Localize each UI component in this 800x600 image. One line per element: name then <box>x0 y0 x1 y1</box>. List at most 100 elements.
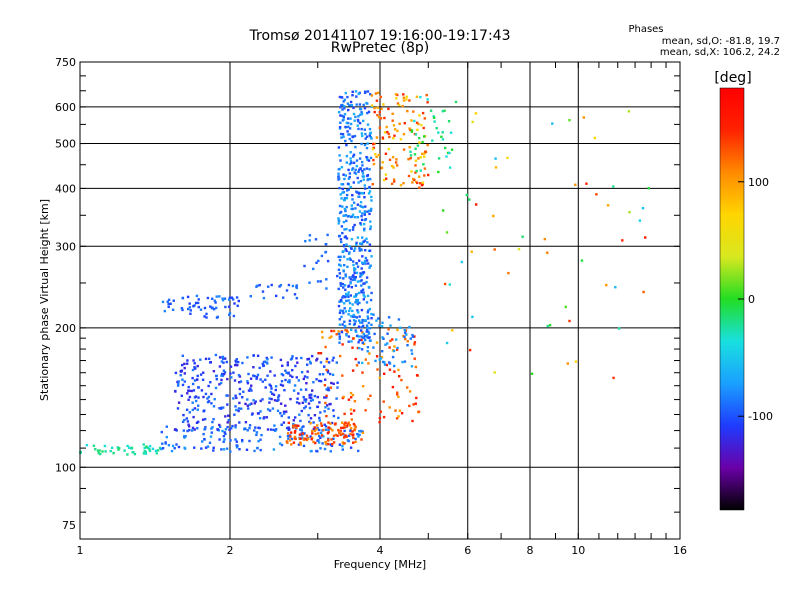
data-point <box>195 294 199 298</box>
data-point <box>350 104 354 107</box>
data-point <box>300 434 304 437</box>
data-point <box>342 191 346 194</box>
data-point <box>314 441 317 445</box>
data-point <box>374 153 377 156</box>
data-point <box>240 407 243 410</box>
data-point <box>281 373 285 377</box>
data-point <box>351 135 355 139</box>
data-point <box>204 417 207 421</box>
data-point <box>341 183 345 186</box>
data-point <box>345 227 348 231</box>
data-point <box>172 299 175 302</box>
data-point <box>187 389 190 392</box>
data-point <box>246 398 249 401</box>
data-point <box>202 371 205 374</box>
data-point <box>406 340 409 343</box>
data-point <box>327 426 330 429</box>
data-point <box>358 346 361 350</box>
data-point <box>274 388 277 392</box>
data-point <box>272 448 276 451</box>
data-point <box>196 364 199 368</box>
data-point <box>353 271 356 274</box>
data-point <box>329 422 332 425</box>
data-point <box>492 214 495 218</box>
data-point <box>412 403 415 406</box>
data-point <box>414 164 417 167</box>
data-point <box>349 307 352 310</box>
data-point <box>235 446 239 449</box>
data-point <box>225 360 228 364</box>
data-point <box>365 155 368 159</box>
data-point <box>278 442 282 445</box>
data-point <box>410 170 413 173</box>
data-point <box>259 399 262 403</box>
data-point <box>332 434 336 437</box>
data-point <box>197 420 200 424</box>
data-point <box>238 401 241 405</box>
data-point <box>266 362 269 365</box>
data-point <box>363 213 366 216</box>
data-point <box>382 400 385 403</box>
data-point <box>268 383 271 386</box>
data-point <box>339 264 342 267</box>
data-point <box>143 449 146 453</box>
data-point <box>212 449 215 452</box>
data-point <box>354 268 357 271</box>
data-point <box>375 99 379 102</box>
data-point <box>378 416 382 420</box>
data-point <box>337 178 340 181</box>
data-point <box>377 317 380 320</box>
data-point <box>349 282 352 285</box>
data-point <box>593 136 596 140</box>
data-point <box>336 386 339 389</box>
data-point <box>267 285 270 288</box>
data-point <box>224 357 227 360</box>
data-point <box>294 416 297 419</box>
data-point <box>214 386 218 390</box>
data-point <box>388 406 391 409</box>
data-point <box>314 432 317 436</box>
data-point <box>352 181 355 184</box>
data-point <box>364 256 368 260</box>
data-point <box>345 143 348 147</box>
data-point <box>417 410 421 413</box>
data-point <box>379 117 383 120</box>
data-point <box>383 363 387 366</box>
data-point <box>295 426 298 429</box>
data-point <box>351 434 354 437</box>
data-point <box>582 116 585 119</box>
data-point <box>160 430 163 434</box>
data-point <box>359 321 362 324</box>
data-point <box>362 103 365 107</box>
data-point <box>416 144 420 147</box>
data-point <box>403 335 406 339</box>
data-point <box>296 397 299 400</box>
data-point <box>373 142 376 145</box>
data-point <box>226 425 229 429</box>
data-point <box>326 259 330 263</box>
data-point <box>494 166 498 169</box>
data-point <box>423 152 426 155</box>
data-point <box>362 178 365 181</box>
data-point <box>363 210 367 213</box>
data-point <box>376 368 379 371</box>
data-point <box>426 101 429 104</box>
data-point <box>351 207 354 211</box>
data-point <box>358 259 361 262</box>
data-point <box>187 385 190 389</box>
data-point <box>161 442 164 445</box>
data-point <box>222 448 226 451</box>
data-point <box>219 407 223 410</box>
data-point <box>200 389 204 392</box>
data-point <box>177 380 180 383</box>
data-point <box>340 315 343 319</box>
data-point <box>329 386 333 389</box>
data-point <box>357 195 360 198</box>
data-point <box>543 237 546 241</box>
data-point <box>255 433 258 437</box>
data-point <box>403 122 406 125</box>
data-point <box>356 300 359 304</box>
data-point <box>272 428 275 432</box>
data-point <box>375 136 379 139</box>
data-point <box>270 356 273 359</box>
